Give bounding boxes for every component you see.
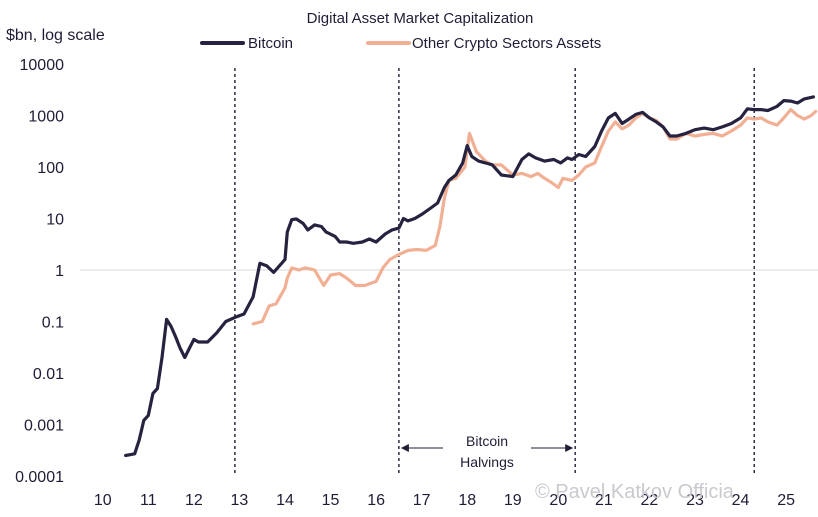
y-tick-label: 100 <box>37 160 64 177</box>
series-line-bitcoin <box>124 95 815 458</box>
y-tick-label: 0.0001 <box>15 469 64 486</box>
y-axis-label: $bn, log scale <box>6 27 105 44</box>
x-tick-label: 14 <box>276 492 294 509</box>
y-tick-label: 1000 <box>28 109 64 126</box>
x-tick-label: 16 <box>367 492 385 509</box>
x-tick-label: 22 <box>641 492 659 509</box>
y-tick-label: 0.001 <box>24 418 64 435</box>
watermark: © Pavel Katkov Officia <box>535 481 735 503</box>
legend: Bitcoin Other Crypto Sectors Assets <box>200 35 601 52</box>
x-tick-label: 11 <box>140 492 157 509</box>
y-tick-label: 0.1 <box>42 315 64 332</box>
chart-title: Digital Asset Market Capitalization <box>307 10 534 27</box>
x-tick-label: 15 <box>322 492 340 509</box>
y-tick-label: 10 <box>46 212 64 229</box>
x-tick-label: 24 <box>732 492 750 509</box>
x-tick-label: 10 <box>94 492 112 509</box>
y-tick-label: 10000 <box>20 57 65 74</box>
x-tick-label: 25 <box>777 492 795 509</box>
x-tick-label: 12 <box>185 492 203 509</box>
legend-label-bitcoin: Bitcoin <box>248 35 293 52</box>
halvings-arrowhead-left <box>400 444 409 452</box>
y-tick-label: 1 <box>55 263 64 280</box>
halvings-arrowhead-right <box>565 444 574 452</box>
x-tick-label: 18 <box>458 492 476 509</box>
halvings-annotation: Bitcoin Halvings <box>400 433 574 470</box>
x-tick-label: 23 <box>686 492 704 509</box>
legend-label-other-crypto: Other Crypto Sectors Assets <box>412 35 601 52</box>
x-tick-label: 21 <box>595 492 613 509</box>
halvings-label-line1: Bitcoin <box>466 433 508 449</box>
halvings-label-line2: Halvings <box>460 454 514 470</box>
x-tick-label: 17 <box>413 492 431 509</box>
series-line-other-crypto <box>251 108 818 326</box>
y-tick-label: 0.01 <box>33 366 64 383</box>
x-tick-label: 19 <box>504 492 522 509</box>
x-tick-label: 20 <box>549 492 567 509</box>
x-tick-label: 13 <box>231 492 249 509</box>
